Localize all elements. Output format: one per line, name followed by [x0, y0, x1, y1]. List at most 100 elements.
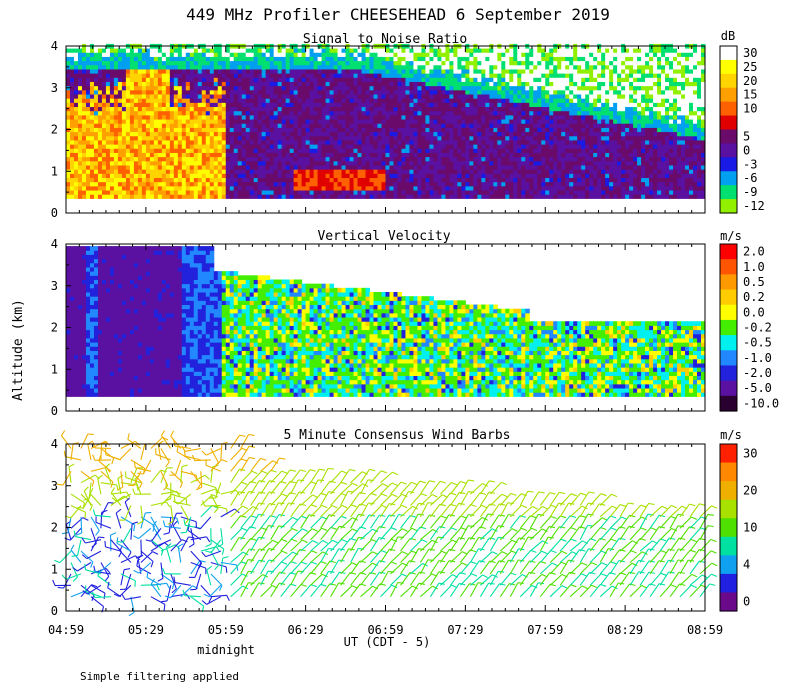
snr-cell	[201, 94, 207, 99]
snr-cell	[133, 68, 139, 74]
snr-cell	[69, 123, 75, 128]
snr-cell	[509, 131, 514, 137]
snr-cell	[149, 94, 155, 99]
snr-cell	[541, 185, 546, 191]
snr-cell	[205, 73, 211, 78]
snr-cell	[517, 89, 522, 95]
snr-cell	[545, 94, 550, 99]
snr-cell	[157, 194, 163, 199]
snr-cell	[225, 152, 231, 158]
snr-cell	[417, 185, 422, 191]
snr-cell	[161, 148, 167, 153]
snr-cell	[565, 89, 570, 95]
snr-cell	[189, 114, 195, 120]
snr-cell	[149, 77, 155, 82]
snr-cell	[333, 114, 339, 120]
snr-cell	[293, 139, 299, 145]
snr-cell	[417, 106, 422, 112]
snr-cell	[66, 173, 71, 179]
snr-cell	[133, 60, 139, 66]
snr-cell	[453, 68, 458, 74]
snr-cell	[453, 169, 458, 174]
snr-cell	[241, 181, 247, 187]
snr-cell	[85, 177, 91, 183]
snr-cell	[285, 94, 291, 99]
snr-cell	[473, 123, 478, 128]
snr-cell	[293, 85, 299, 91]
snr-cell	[385, 135, 390, 141]
snr-cell	[449, 60, 454, 66]
snr-cell	[553, 85, 558, 91]
snr-cell	[221, 139, 227, 145]
snr-cell	[449, 173, 454, 179]
snr-cell	[493, 160, 498, 166]
snr-cell	[325, 139, 331, 145]
snr-cell	[69, 56, 75, 62]
snr-cell	[213, 77, 219, 82]
snr-cell	[165, 181, 171, 187]
snr-cell	[377, 94, 382, 99]
snr-cell	[253, 144, 259, 149]
snr-cell	[513, 177, 518, 183]
snr-cell	[113, 123, 119, 128]
snr-cell	[385, 77, 390, 82]
snr-cell	[253, 135, 259, 141]
snr-cell	[273, 148, 279, 153]
snr-cell	[565, 52, 570, 57]
snr-cell	[66, 131, 71, 137]
snr-cell	[533, 119, 538, 124]
snr-cell	[261, 169, 267, 174]
snr-cell	[313, 110, 319, 116]
snr-cell	[129, 68, 135, 74]
snr-cell	[349, 173, 355, 179]
snr-cell	[173, 181, 179, 187]
snr-cell	[377, 123, 382, 128]
snr-cell	[297, 73, 303, 78]
snr-cell	[465, 144, 470, 149]
snr-cell	[281, 114, 287, 120]
snr-cell	[193, 177, 199, 183]
snr-cell	[577, 106, 582, 112]
snr-cell	[373, 194, 379, 199]
snr-cell	[189, 164, 195, 170]
snr-cell	[353, 89, 359, 95]
snr-cell	[521, 89, 526, 95]
snr-cell	[533, 194, 538, 199]
snr-cell	[281, 123, 287, 128]
snr-cell	[541, 123, 546, 128]
snr-cell	[413, 106, 418, 112]
snr-cell	[285, 81, 291, 87]
snr-cell	[593, 177, 598, 183]
snr-cell	[109, 139, 115, 145]
snr-cell	[497, 102, 502, 108]
snr-cell	[225, 48, 231, 53]
snr-cell	[225, 139, 231, 145]
snr-cell	[589, 135, 594, 141]
snr-cell	[445, 60, 450, 66]
snr-cell	[221, 73, 227, 78]
snr-cell	[313, 185, 319, 191]
snr-cell	[537, 73, 542, 78]
snr-cell	[209, 194, 215, 199]
snr-cell	[477, 156, 482, 162]
snr-cell	[569, 127, 574, 133]
snr-cell	[77, 152, 83, 158]
snr-cell	[249, 106, 255, 112]
snr-cell	[393, 64, 398, 70]
snr-cell	[509, 60, 514, 66]
snr-cell	[413, 139, 418, 145]
snr-cell	[277, 64, 283, 70]
snr-cell	[585, 102, 590, 108]
snr-cell	[229, 119, 235, 124]
snr-cell	[541, 169, 546, 174]
snr-cell	[257, 106, 263, 112]
snr-cell	[173, 48, 179, 53]
snr-cell	[429, 139, 434, 145]
snr-cell	[401, 52, 406, 57]
snr-cell	[161, 190, 167, 195]
snr-cell	[285, 98, 291, 103]
snr-cell	[533, 114, 538, 120]
snr-cell	[597, 123, 602, 128]
snr-cell	[509, 48, 514, 53]
snr-cell	[421, 194, 426, 199]
